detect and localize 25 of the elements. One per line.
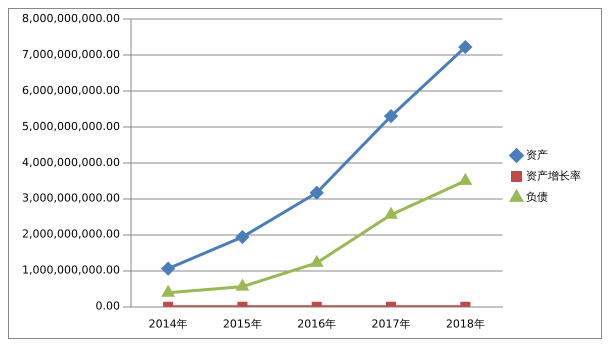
y-tick-label: 6,000,000,000.00: [22, 84, 120, 97]
y-tick-label: 3,000,000,000.00: [22, 192, 120, 205]
y-tick-label: 7,000,000,000.00: [22, 48, 120, 61]
y-tick-label: 2,000,000,000.00: [22, 228, 120, 241]
y-tick-label: 1,000,000,000.00: [22, 264, 120, 277]
legend-label: 负债: [526, 190, 548, 204]
y-tick-label: 5,000,000,000.00: [22, 120, 120, 133]
x-tick-label: 2016年: [297, 317, 336, 330]
legend-label: 资产: [526, 148, 548, 162]
y-tick-label: 8,000,000,000.00: [22, 12, 120, 25]
y-tick-label: 0.00: [95, 300, 120, 313]
x-tick-label: 2017年: [372, 317, 411, 330]
legend-label: 资产增长率: [526, 169, 581, 182]
point: [385, 208, 397, 219]
point: [236, 280, 248, 291]
point: [310, 256, 323, 267]
y-tick-label: 4,000,000,000.00: [22, 156, 120, 169]
point: [460, 174, 472, 185]
x-tick-label: 2018年: [446, 317, 485, 330]
point: [458, 40, 472, 54]
point: [310, 186, 324, 200]
point: [384, 110, 398, 123]
point: [162, 286, 174, 297]
x-tick-label: 2015年: [222, 317, 262, 330]
x-tick-label: 2014年: [148, 317, 188, 330]
